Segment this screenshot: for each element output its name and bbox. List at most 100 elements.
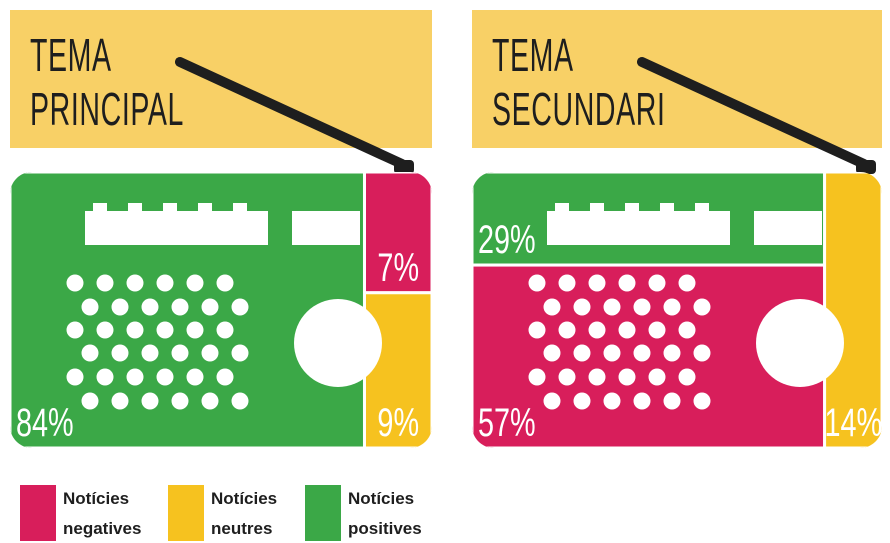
speaker-dot [664, 345, 681, 362]
speaker-dot [187, 369, 204, 386]
dial-tooth [625, 203, 639, 213]
speaker-dot [694, 299, 711, 316]
speaker-dot [679, 369, 696, 386]
dial [85, 211, 268, 245]
speaker-dot [217, 275, 234, 292]
speaker-dot [604, 299, 621, 316]
speaker-dot [544, 299, 561, 316]
speaker-dot [232, 393, 249, 410]
speaker-dot [142, 345, 159, 362]
speaker-dot [82, 393, 99, 410]
speaker-dot [97, 322, 114, 339]
speaker-dot [232, 345, 249, 362]
speaker-dot [187, 275, 204, 292]
speaker-dot [529, 275, 546, 292]
speaker-dot [559, 322, 576, 339]
dial-tooth [128, 203, 142, 213]
legend-swatch [168, 485, 204, 541]
speaker-dot [619, 275, 636, 292]
knob [756, 299, 844, 387]
speaker-dot [679, 275, 696, 292]
infographic: 7% 9% 84% 29% 57% 14% TEMA PRINCIPAL TEMA SECU… [0, 0, 890, 543]
dial-tooth [695, 203, 709, 213]
dial-tooth [233, 203, 247, 213]
speaker-dot [529, 369, 546, 386]
speaker-dot [82, 299, 99, 316]
speaker-dot [217, 369, 234, 386]
antenna-base [856, 160, 876, 174]
speaker-dot [112, 393, 129, 410]
speaker-dot [172, 393, 189, 410]
speaker-dot [67, 275, 84, 292]
speaker-dot [589, 369, 606, 386]
speaker-dot [202, 345, 219, 362]
speaker-dot [172, 345, 189, 362]
speaker-dot [82, 345, 99, 362]
legend-swatch [20, 485, 56, 541]
dial-tooth [198, 203, 212, 213]
speaker-dot [142, 299, 159, 316]
knob [294, 299, 382, 387]
speaker-dot [172, 299, 189, 316]
speaker-dot [559, 369, 576, 386]
speaker-dot [97, 369, 114, 386]
speaker-dot [202, 299, 219, 316]
legend-label: Notícies neutres [211, 484, 306, 543]
speaker-dot [619, 322, 636, 339]
speaker-dot [232, 299, 249, 316]
dial-tooth [93, 203, 107, 213]
speaker-dot [202, 393, 219, 410]
speaker-dot [112, 345, 129, 362]
speaker-dot [694, 345, 711, 362]
speaker-dot [604, 345, 621, 362]
speaker-dot [97, 275, 114, 292]
speaker-dot [574, 345, 591, 362]
value-label: 29% [478, 217, 536, 262]
legend-swatch [305, 485, 341, 541]
speaker-dot [157, 369, 174, 386]
speaker-dot [187, 322, 204, 339]
speaker-dot [634, 393, 651, 410]
antenna-base [394, 160, 414, 174]
dial-tooth [555, 203, 569, 213]
dial-block [754, 211, 822, 245]
value-label: 84% [16, 400, 74, 445]
dial-tooth [163, 203, 177, 213]
value-label: 57% [478, 400, 536, 445]
speaker-dot [142, 393, 159, 410]
speaker-dot [157, 275, 174, 292]
speaker-dot [634, 299, 651, 316]
value-label: 9% [377, 400, 419, 445]
speaker-dot [112, 299, 129, 316]
dial-tooth [590, 203, 604, 213]
legend-label: Notícies negatives [63, 484, 158, 543]
dial-tooth [660, 203, 674, 213]
speaker-dot [67, 369, 84, 386]
speaker-dot [574, 393, 591, 410]
speaker-dot [559, 275, 576, 292]
speaker-dot [157, 322, 174, 339]
value-label: 7% [377, 245, 419, 290]
speaker-dot [619, 369, 636, 386]
speaker-dot [217, 322, 234, 339]
speaker-dot [544, 393, 561, 410]
speaker-dot [574, 299, 591, 316]
speaker-dot [679, 322, 696, 339]
legend-label: Notícies positives [348, 484, 443, 543]
speaker-dot [589, 275, 606, 292]
speaker-dot [664, 393, 681, 410]
speaker-dot [589, 322, 606, 339]
speaker-dot [649, 275, 666, 292]
chart-title: TEMA SECUNDARI [492, 28, 678, 136]
speaker-dot [664, 299, 681, 316]
speaker-dot [604, 393, 621, 410]
dial-block [292, 211, 360, 245]
speaker-dot [649, 322, 666, 339]
speaker-dot [67, 322, 84, 339]
value-label: 14% [824, 400, 882, 445]
speaker-dot [694, 393, 711, 410]
chart-title: TEMA PRINCIPAL [30, 28, 216, 136]
dial [547, 211, 730, 245]
speaker-dot [544, 345, 561, 362]
speaker-dot [649, 369, 666, 386]
